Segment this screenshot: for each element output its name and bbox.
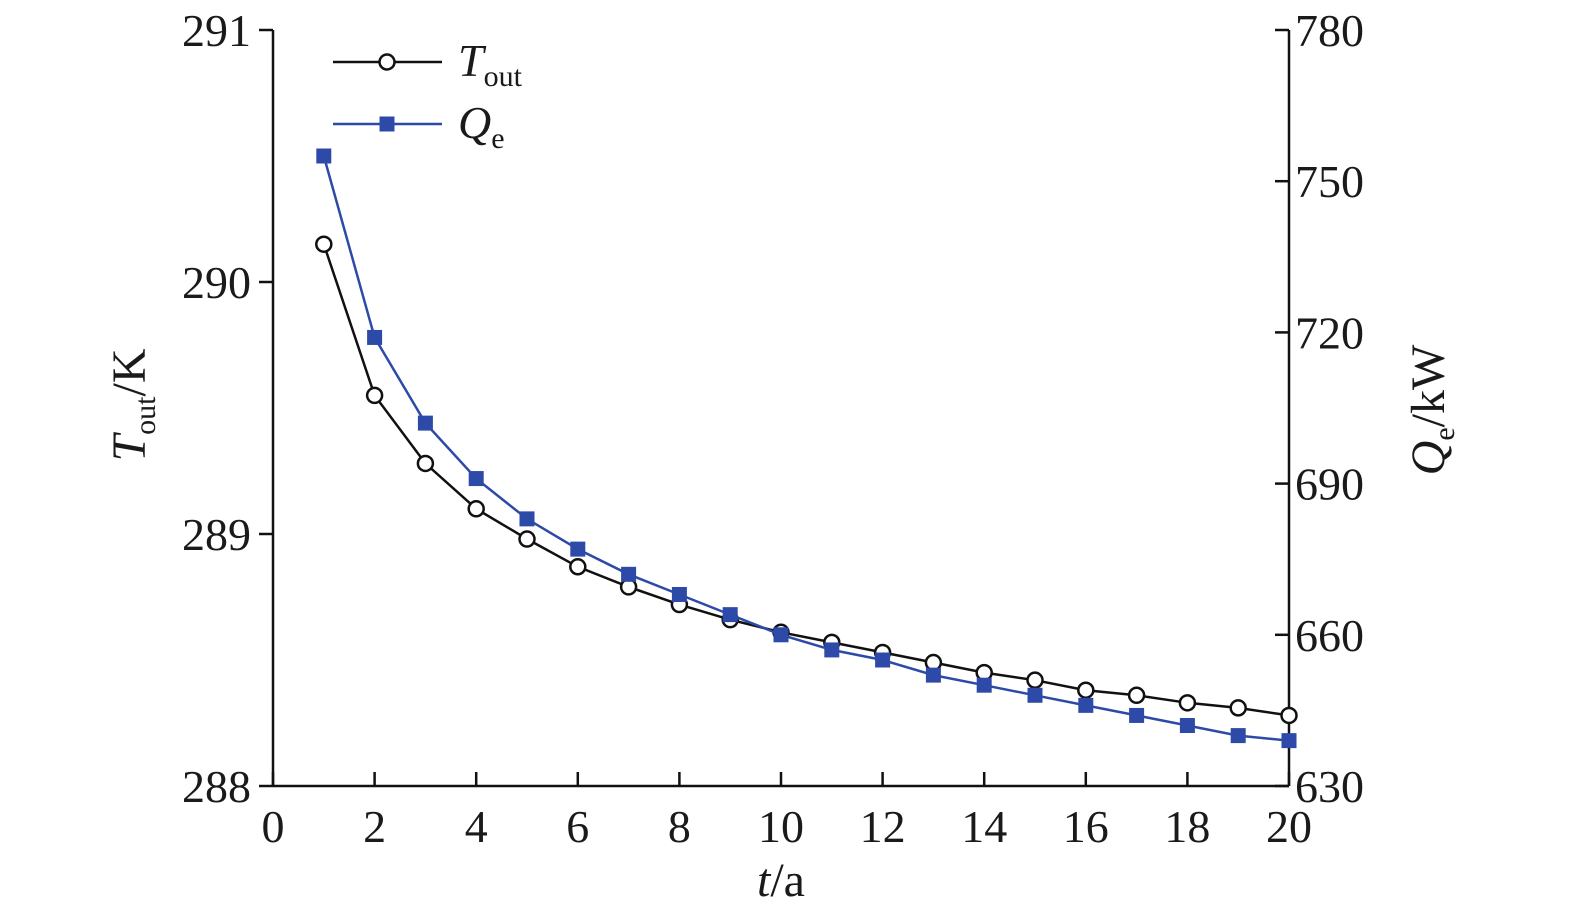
data-point (315, 235, 333, 253)
series-line (322, 243, 1290, 717)
x-tick-label: 14 (961, 801, 1007, 852)
data-point (722, 607, 738, 623)
y-right-tick-label: 630 (1295, 761, 1364, 812)
data-point (1179, 718, 1195, 734)
data-point (417, 415, 433, 431)
data-point (1281, 733, 1297, 749)
series (315, 148, 1298, 749)
axis-titles: t/a Tout/K Qe/kW (103, 344, 1461, 907)
x-tick-label: 16 (1063, 801, 1109, 852)
data-point (416, 454, 435, 473)
series-tout (315, 235, 1298, 725)
x-tick-label: 2 (363, 801, 386, 852)
data-point (569, 558, 587, 576)
data-point (570, 541, 586, 557)
ticks: 0 2 4 6 8 10 12 14 16 18 20 288 289 290 291 630 660 690 72… (182, 5, 1364, 852)
data-point (367, 329, 383, 345)
data-point (1078, 697, 1094, 713)
data-point (925, 667, 941, 683)
series-qe (316, 148, 1297, 749)
data-point (976, 677, 992, 693)
y-right-tick-label: 660 (1295, 610, 1364, 661)
y-right-tick-label: 690 (1295, 459, 1364, 510)
legend-label: Tout (458, 35, 523, 93)
data-point (875, 652, 891, 668)
data-point (621, 566, 637, 582)
y-left-tick-label: 290 (182, 257, 251, 308)
y-left-tick-label: 291 (182, 5, 251, 56)
data-point (316, 148, 332, 164)
data-point (1229, 699, 1247, 717)
x-tick-label: 18 (1164, 801, 1210, 852)
data-point (1077, 681, 1095, 699)
legend-marker (379, 116, 395, 132)
y-right-tick-label: 780 (1295, 5, 1364, 56)
data-point (773, 627, 789, 643)
data-point (1178, 694, 1197, 712)
y-right-tick-label: 720 (1295, 307, 1364, 358)
y-left-axis-title: Tout/K (103, 348, 162, 461)
x-axis-title: t/a (757, 854, 805, 907)
data-point (1027, 687, 1043, 703)
data-point (365, 386, 384, 405)
data-point (518, 530, 536, 548)
x-tick-label: 10 (758, 801, 804, 852)
x-tick-label: 8 (668, 801, 691, 852)
y-right-axis-title: Qe/kW (1402, 344, 1461, 475)
x-tick-label: 4 (465, 801, 488, 852)
data-point (467, 500, 485, 518)
legend-item-tout: Tout (333, 35, 523, 93)
legend-item-qe: Qe (333, 97, 505, 155)
y-left-tick-label: 288 (182, 761, 251, 812)
x-tick-label: 0 (262, 801, 285, 852)
data-point (1230, 728, 1246, 744)
axes (271, 30, 1291, 788)
data-point (468, 471, 484, 487)
data-point (1026, 671, 1044, 689)
data-point (824, 642, 840, 658)
data-point (519, 511, 535, 527)
data-point (671, 586, 687, 602)
x-tick-label: 6 (566, 801, 589, 852)
data-point (1129, 707, 1145, 723)
legend-label: Qe (458, 97, 505, 155)
x-tick-label: 12 (860, 801, 906, 852)
data-point (1280, 706, 1298, 725)
legend-marker (378, 53, 396, 71)
series-line (322, 155, 1290, 742)
y-left-tick-label: 289 (182, 509, 251, 560)
data-point (1127, 686, 1146, 705)
x-tick-label: 20 (1266, 801, 1312, 852)
y-right-tick-label: 750 (1295, 156, 1364, 207)
